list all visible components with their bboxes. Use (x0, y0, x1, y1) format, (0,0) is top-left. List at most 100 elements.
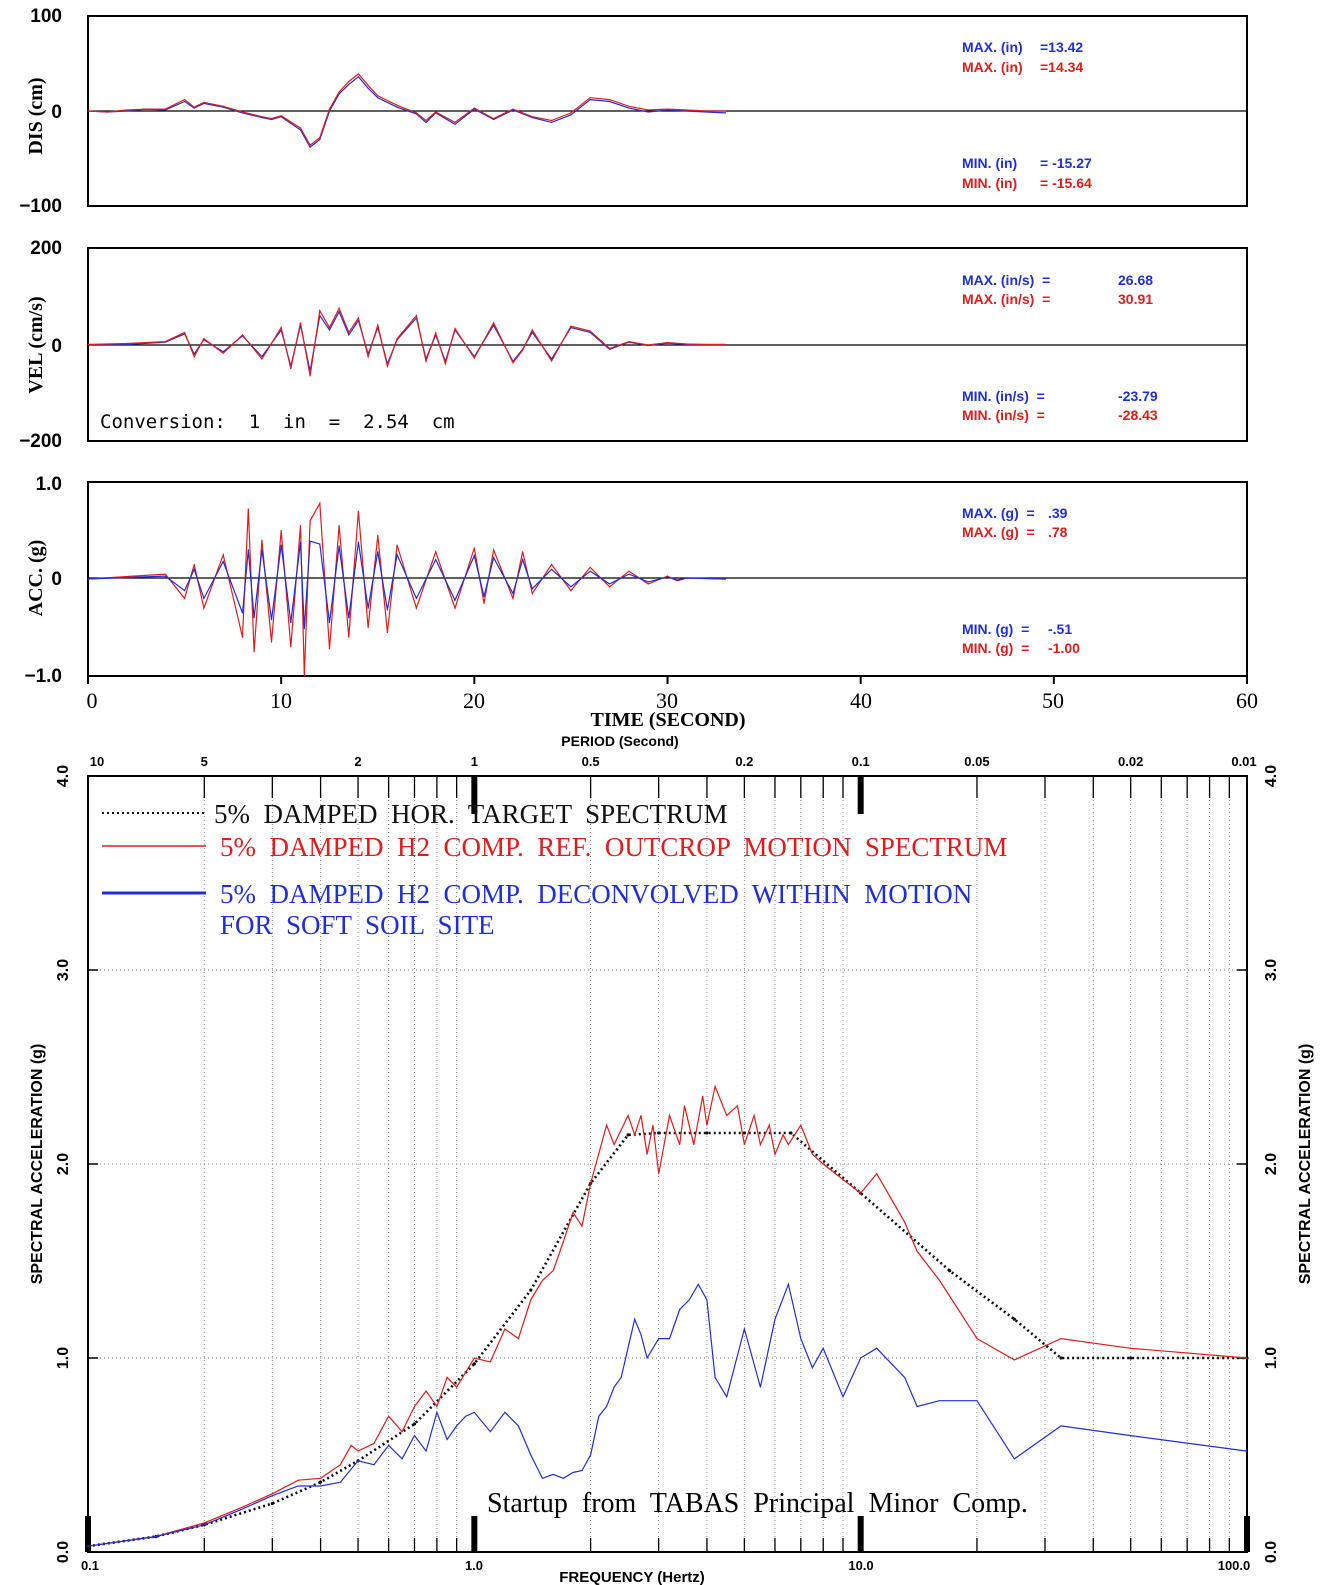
vel-red-point (425, 360, 427, 362)
acc-blue-point (647, 581, 649, 583)
outcrop-spectrum-point (668, 1115, 670, 1116)
acc-blue-point (193, 568, 195, 570)
acc-red-point (676, 580, 678, 582)
outcrop-spectrum-point (627, 1115, 629, 1116)
period-tick-label: 5 (201, 754, 208, 769)
within-spectrum-point (688, 1299, 690, 1301)
outcrop-spectrum-point (436, 1406, 438, 1407)
dis-ytick-top: 100 (30, 6, 62, 27)
dis-min-blue-value: = -15.27 (1040, 155, 1092, 171)
acc-red-point (531, 592, 533, 595)
acc-red-point (551, 563, 553, 566)
outcrop-spectrum-point (350, 1444, 352, 1446)
outcrop-spectrum-point (590, 1182, 592, 1184)
dis-blue-point (377, 97, 379, 99)
within-spectrum-point (679, 1309, 681, 1310)
dis-red-point (87, 110, 89, 112)
vel-red-point (87, 343, 89, 346)
within-spectrum-point (1060, 1425, 1062, 1427)
outcrop-spectrum-point (646, 1153, 648, 1155)
acc-red-point (377, 534, 379, 536)
outcrop-spectrum-point (939, 1279, 941, 1281)
within-spectrum-point (1130, 1435, 1132, 1437)
within-spectrum-point (811, 1367, 813, 1369)
within-spectrum-point (562, 1477, 564, 1479)
acc-red-point (164, 573, 166, 575)
outcrop-spectrum-point (774, 1153, 776, 1155)
acc-blue-point (396, 554, 398, 556)
within-spectrum-point (668, 1338, 670, 1340)
acc-xtick-5: 50 (1042, 688, 1064, 713)
dis-red-point (270, 118, 273, 120)
dis-red-point (628, 105, 630, 107)
period-tick-label: 10 (90, 754, 104, 769)
within-spectrum-point (706, 1299, 708, 1301)
startup-annotation: Startup from TABAS Principal Minor Comp. (487, 1488, 1028, 1519)
outcrop-spectrum-point (743, 1144, 745, 1146)
acc-red-point (589, 566, 591, 568)
vel-min-blue-value: -23.79 (1118, 388, 1158, 404)
spectrum-legend: 5% DAMPED HOR. TARGET SPECTRUM 5% DAMPED… (102, 799, 1007, 940)
dis-red-point (570, 112, 572, 114)
acc-red-point (338, 525, 340, 527)
target-spectrum-point (318, 1480, 323, 1484)
dis-red-point (328, 108, 331, 110)
within-spectrum-point (446, 1438, 448, 1440)
acc-max-blue-value: .39 (1048, 505, 1068, 521)
acc-blue-point (290, 622, 292, 624)
outcrop-spectrum-point (241, 1506, 243, 1508)
dis-red-point (454, 121, 456, 123)
acc-red-point (522, 551, 524, 553)
dis-red-point (357, 73, 360, 75)
vel-red-point (570, 325, 572, 327)
acc-blue-point (319, 543, 321, 545)
outcrop-spectrum-point (530, 1299, 532, 1301)
vel-max-blue-value: 26.68 (1118, 272, 1153, 288)
vel-min-red-label: MIN. (in/s) = (962, 407, 1045, 423)
acc-blue-point (357, 541, 360, 543)
vel-red-point (628, 341, 630, 343)
dis-red-point (193, 106, 195, 108)
vel-red-point (328, 327, 331, 329)
acc-xtick-2: 20 (463, 688, 485, 713)
dis-blue-point (628, 107, 630, 109)
dis-red-point (338, 91, 340, 93)
period-tick-label: 2 (354, 754, 361, 769)
acc-red-point (328, 648, 331, 650)
legend-target: 5% DAMPED HOR. TARGET SPECTRUM (214, 799, 728, 829)
acc-blue-point (435, 559, 437, 561)
target-spectrum-point (742, 1131, 746, 1135)
sp-ytick-left-2: 2.0 (55, 1153, 72, 1175)
period-tick-labels: 10 5 2 1 0.5 0.2 0.1 0.05 0.02 0.01 (90, 754, 1257, 769)
within-spectrum-point (517, 1425, 519, 1427)
vel-red-point (686, 343, 688, 345)
dis-stats: MAX. (in) =13.42 MAX. (in) =14.34 MIN. (… (962, 39, 1092, 191)
acc-red-point (493, 549, 495, 551)
dis-red-point (319, 137, 321, 139)
outcrop-spectrum-point (401, 1431, 403, 1433)
dis-blue-point (454, 123, 456, 125)
acc-stats: MAX. (g) = .39 MAX. (g) = .78 MIN. (g) =… (962, 505, 1080, 656)
dis-red-point (493, 118, 495, 120)
frequency-axis-label: FREQUENCY (Hertz) (559, 1569, 705, 1585)
dis-min-red-label: MIN. (in) (962, 175, 1017, 191)
vel-red-point (647, 344, 649, 346)
outcrop-spectrum-point (640, 1115, 642, 1116)
acc-ytick-bottom: −1.0 (24, 666, 62, 687)
target-spectrum-point (1129, 1356, 1133, 1360)
within-spectrum-point (606, 1406, 608, 1407)
target-spectrum-point (472, 1362, 476, 1366)
within-spectrum-point (541, 1477, 543, 1479)
acc-panel: 1.0 0 −1.0 ACC. (g) 0 10 20 30 40 50 60 … (24, 474, 1258, 731)
acc-max-red-label: MAX. (g) = (962, 524, 1035, 540)
acc-xtick-6: 60 (1236, 688, 1258, 713)
within-spectrum-point (297, 1485, 299, 1487)
acc-blue-point (87, 578, 89, 580)
dis-red-point (222, 105, 224, 107)
dis-max-blue-label: MAX. (in) (962, 39, 1023, 55)
acc-red-point (357, 510, 360, 512)
vel-red-point (203, 338, 205, 340)
within-spectrum-point (743, 1328, 745, 1330)
outcrop-spectrum-point (339, 1464, 341, 1466)
period-tick-label: 0.01 (1231, 754, 1256, 769)
